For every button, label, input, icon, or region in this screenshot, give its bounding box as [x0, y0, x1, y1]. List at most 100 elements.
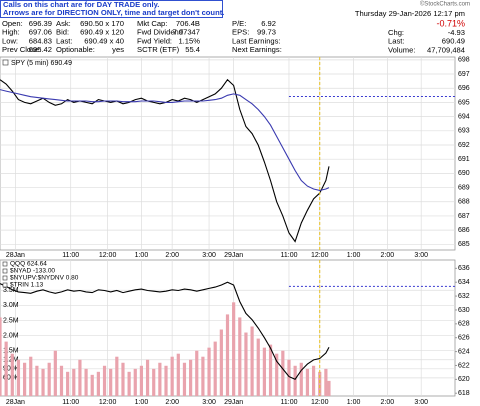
volume-bar: [232, 302, 236, 396]
volume-bar: [176, 353, 180, 396]
y-tick-label: 2.0M: [3, 332, 19, 339]
y-tick-label: 3.5M: [3, 287, 19, 294]
stat-label: Volume:: [388, 45, 415, 54]
plot-area: [0, 56, 456, 251]
quote-value: yes: [112, 45, 124, 54]
x-tick-label: 11:00: [280, 252, 297, 259]
price-line: [0, 89, 330, 191]
x-tick-label: 12:00: [99, 399, 117, 406]
y-tick-label: 698: [458, 57, 470, 64]
volume-bar: [41, 368, 45, 396]
x-tick-label: 11:00: [62, 399, 79, 406]
quote-label: Open:: [2, 19, 23, 28]
price-line: [0, 281, 330, 380]
x-tick-label: 1:00: [135, 399, 149, 406]
quote-label: Ask:: [56, 19, 71, 28]
stat-value: 690.49: [442, 37, 465, 46]
volume-bar: [96, 371, 100, 396]
x-tick-label: 29Jan: [224, 399, 243, 406]
chart-label: QQQ 624.64: [10, 261, 47, 268]
volume-bar: [287, 359, 291, 396]
quote-label: EPS:: [232, 28, 249, 37]
y2-tick-label: 620: [458, 376, 470, 383]
quote-value: 684.83: [29, 36, 52, 45]
legend-icon: [2, 59, 9, 66]
x-tick-label: 1:00: [135, 252, 149, 259]
x-tick-label: 28Jan: [6, 252, 25, 259]
notice-line: Arrows are for DIRECTION ONLY, time and …: [3, 8, 224, 17]
volume-bar: [121, 362, 125, 396]
y-tick-label: 695: [458, 99, 470, 106]
y-tick-label: 697: [458, 71, 470, 78]
volume-bar: [133, 368, 137, 396]
quote-value: 697.06: [29, 28, 52, 37]
quote-label: Optionable:: [56, 45, 95, 54]
volume-bar: [35, 365, 39, 396]
volume-bar: [90, 374, 94, 396]
volume-bar: [268, 344, 273, 396]
volume-bar: [275, 353, 279, 396]
quote-label: Prev Close:: [2, 45, 41, 54]
y2-tick-label: 630: [458, 307, 470, 314]
y-tick-label: 2.5M: [3, 317, 19, 324]
x-tick-label: 2:00: [165, 252, 179, 259]
volume-bar: [182, 362, 187, 396]
x-tick-label: 28Jan: [6, 399, 25, 406]
change-pct: -0.71%: [436, 18, 465, 28]
y-tick-label: 694: [458, 113, 470, 120]
volume-bar: [219, 329, 223, 396]
volume-bar: [256, 338, 260, 396]
y-tick-label: 692: [458, 142, 470, 149]
volume-bar: [84, 368, 88, 396]
x-tick-label: 29Jan: [224, 252, 243, 259]
volume-bar: [207, 347, 211, 396]
volume-bar: [324, 368, 328, 396]
x-tick-label: 12:00: [311, 399, 329, 406]
quote-value: 7.97347: [173, 28, 200, 37]
volume-bar: [195, 350, 199, 396]
y-tick-label: 687: [458, 213, 470, 220]
quote-value: 690.50 x 170: [80, 19, 124, 28]
legend-icon: [2, 282, 8, 288]
y-tick-label: 689: [458, 184, 470, 191]
stat-value: 47,709,484: [427, 45, 465, 54]
y-tick-label: 1.5M: [3, 348, 19, 355]
x-tick-label: 1:00: [347, 399, 361, 406]
y2-tick-label: 624: [458, 348, 470, 355]
notice-line: Calls on this chart are for DAY TRADE on…: [3, 0, 159, 9]
quote-value: 1.15%: [178, 36, 200, 45]
volume-bar: [305, 368, 310, 396]
quote-label: Fwd Yield:: [137, 36, 172, 45]
y-tick-label: 690: [458, 170, 470, 177]
header: Calls on this chart are for DAY TRADE on…: [0, 0, 470, 54]
legend-icon: [2, 261, 8, 267]
volume-bar: [318, 371, 322, 396]
x-tick-label: 11:00: [62, 252, 79, 259]
x-tick-label: 3:00: [202, 252, 216, 259]
volume-bar: [29, 356, 33, 396]
volume-bar: [225, 314, 230, 396]
y-tick-label: 688: [458, 199, 470, 206]
volume-bar: [250, 326, 254, 396]
notice-box: [0, 0, 223, 18]
volume-bar: [10, 353, 14, 396]
chart-label: $NYUPV:$NYDNV 0.80: [10, 275, 79, 282]
y-tick-label: 696: [458, 85, 470, 92]
volume-bar: [16, 359, 21, 396]
volume-bar: [4, 341, 8, 396]
volume-bar: [102, 365, 107, 396]
volume-bar: [164, 365, 168, 396]
volume-bar: [213, 341, 217, 396]
volume-bar: [238, 317, 242, 396]
x-tick-label: 12:00: [99, 252, 117, 259]
y2-tick-label: 632: [458, 293, 470, 300]
volume-bar: [244, 332, 248, 396]
x-tick-label: 2:00: [381, 252, 395, 259]
volume-bar: [201, 356, 205, 396]
quote-value: 55.4: [185, 45, 200, 54]
volume-bar: [47, 362, 51, 396]
volume-bar: [158, 362, 162, 396]
quote-label: SCTR (ETF): [137, 45, 180, 54]
